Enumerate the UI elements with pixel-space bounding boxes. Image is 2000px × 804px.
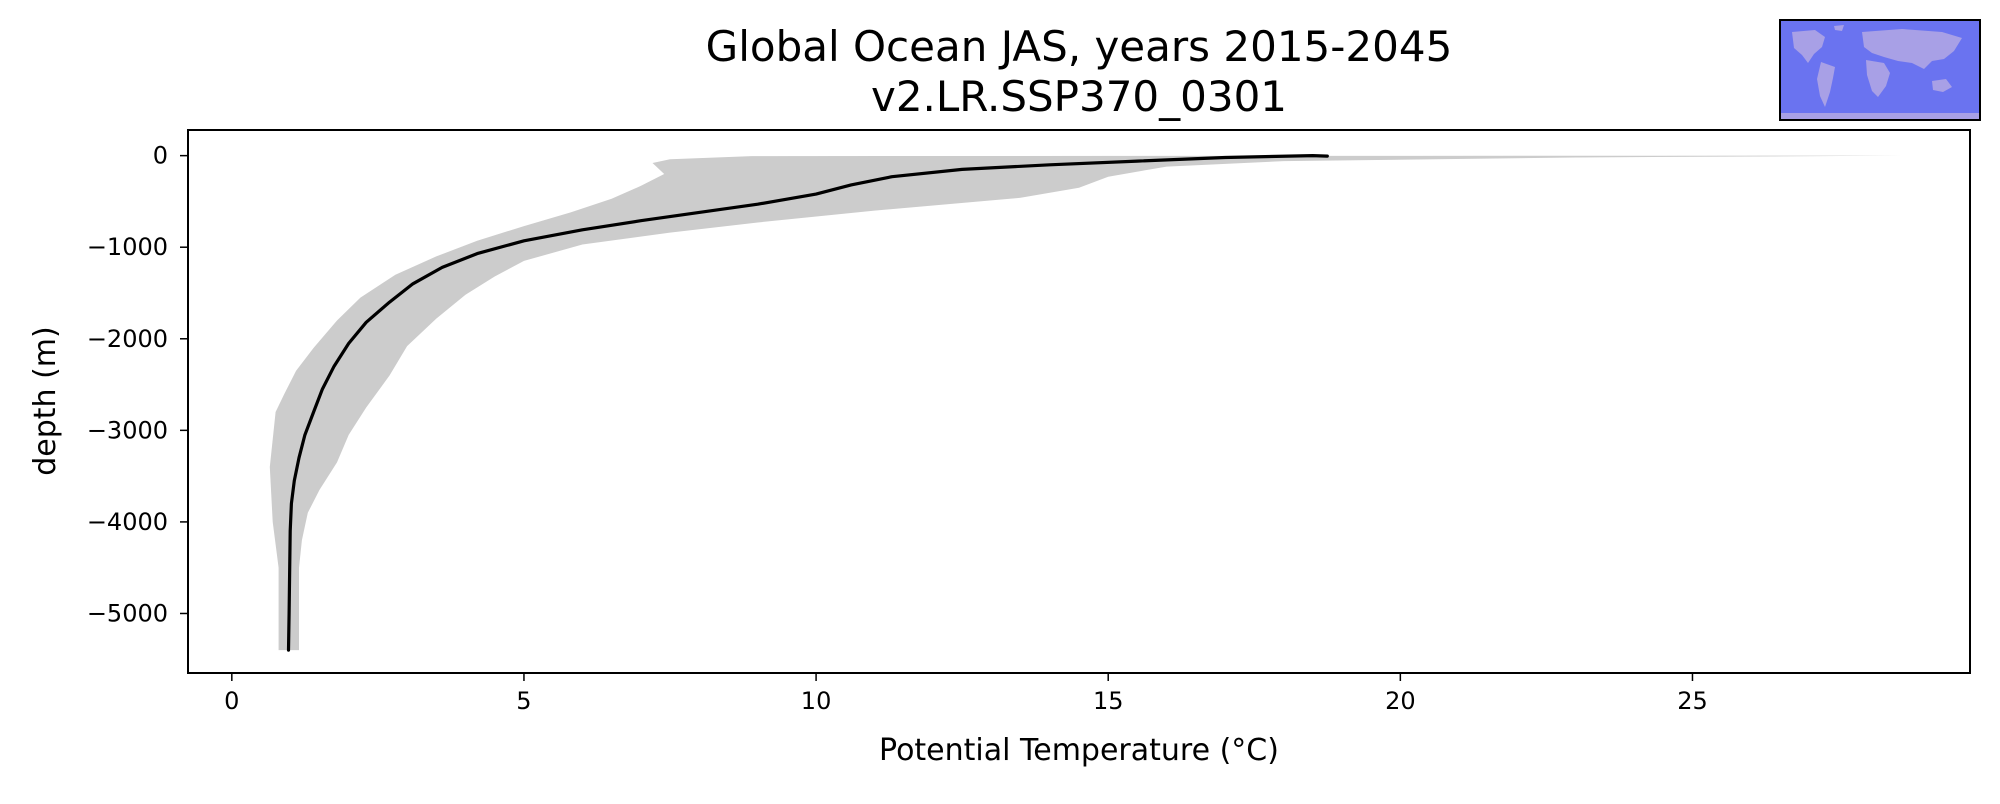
world-map-inset-icon [1779,19,1981,121]
x-tick-label: 20 [1385,687,1416,715]
x-tick-label: 5 [516,687,531,715]
chart-title: Global Ocean JAS, years 2015-2045 [706,22,1453,71]
chart-subtitle: v2.LR.SSP370_0301 [871,72,1287,121]
y-axis-label: depth (m) [28,326,63,476]
band-layer [269,155,1903,651]
y-tick-label: −5000 [87,599,168,627]
tick-layer: 0 5 10 15 20 25 0 −1000 −2000 −3000 −4000 −5000 [87,142,1708,715]
x-tick-label: 15 [1093,687,1124,715]
plot-frame [187,129,1971,674]
map-frame [1779,19,1981,121]
y-tick-label: −2000 [87,325,168,353]
y-tick-label: −1000 [87,233,168,261]
line-layer [286,154,1329,652]
y-tick-label: −4000 [87,508,168,536]
map-land [1780,25,1980,120]
mean-profile-line-0 [286,154,1329,652]
x-axis-label: Potential Temperature (°C) [879,733,1279,768]
spread-band [269,155,1903,651]
y-tick-label: 0 [153,142,168,170]
x-tick-label: 10 [801,687,832,715]
x-tick-label: 25 [1677,687,1708,715]
y-tick-label: −3000 [87,416,168,444]
x-tick-label: 0 [224,687,239,715]
